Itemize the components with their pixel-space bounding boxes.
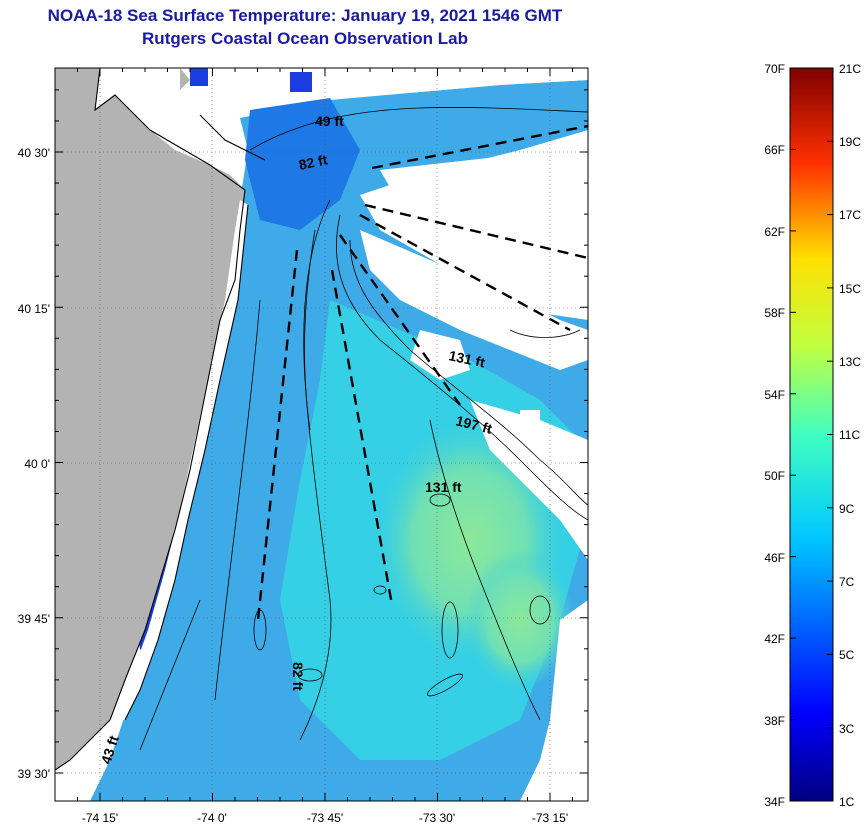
- colorbar-celsius-labels: 21C 19C 17C 15C 13C 11C 9C 7C 5C 3C 1C: [839, 62, 861, 809]
- map-frame: [54, 67, 589, 802]
- cb-label-34f: 34F: [764, 795, 785, 809]
- cb-label-1c: 1C: [839, 795, 855, 809]
- cb-label-58f: 58F: [764, 306, 785, 320]
- depth-label-82ft-south: 82 ft: [290, 662, 306, 691]
- cb-label-5c: 5C: [839, 648, 855, 662]
- cb-label-11c: 11C: [839, 428, 860, 442]
- colorbar-fahrenheit-labels: 70F 66F 62F 58F 54F 50F 46F 42F 38F 34F: [764, 62, 785, 809]
- cb-label-62f: 62F: [764, 225, 785, 239]
- depth-label-131ft-south: 131 ft: [425, 479, 462, 495]
- cb-label-54f: 54F: [764, 388, 785, 402]
- colorbar-ticks: [790, 67, 833, 802]
- cb-label-17c: 17C: [839, 208, 861, 222]
- cb-label-50f: 50F: [764, 469, 785, 483]
- bathymetry-contours: [139, 107, 588, 751]
- cb-label-19c: 19C: [839, 135, 861, 149]
- cb-label-3c: 3C: [839, 722, 855, 736]
- land-long-island: [180, 68, 190, 90]
- barrier-island-strip: [115, 200, 248, 720]
- map-frame-ticks: [54, 68, 588, 801]
- cb-label-21c: 21C: [839, 62, 861, 76]
- bay-cold-cell: [290, 72, 312, 92]
- warm-water-patch-south: [465, 550, 575, 690]
- map-grid: [55, 68, 588, 801]
- cb-label-70f: 70F: [764, 62, 785, 76]
- cb-label-42f: 42F: [764, 632, 785, 646]
- longitude-labels: -74 15' -74 0' -73 45' -73 30' -73 15': [82, 811, 568, 825]
- coastline: [55, 68, 266, 771]
- cb-label-38f: 38F: [764, 714, 785, 728]
- lat-label-39-30: 39 30': [18, 767, 50, 781]
- land-new-jersey: [55, 68, 245, 770]
- depth-label-131ft-north: 131 ft: [447, 347, 486, 370]
- temperature-colorbar: 70F 66F 62F 58F 54F 50F 46F 42F 38F 34F …: [764, 62, 861, 809]
- map-title: NOAA-18 Sea Surface Temperature: January…: [47, 6, 563, 25]
- lat-label-40-30: 40 30': [18, 146, 50, 160]
- cb-label-9c: 9C: [839, 502, 855, 516]
- lon-label-73-45: -73 45': [307, 811, 343, 825]
- cb-label-15c: 15C: [839, 282, 861, 296]
- lon-label-73-15: -73 15': [532, 811, 568, 825]
- depth-label-82ft-north: 82 ft: [297, 151, 329, 173]
- cb-label-66f: 66F: [764, 143, 785, 157]
- lat-label-40-15: 40 15': [18, 302, 50, 316]
- map-subtitle: Rutgers Coastal Ocean Observation Lab: [142, 29, 468, 48]
- nearshore-cold-band: [245, 98, 360, 230]
- colorbar-gradient: [789, 67, 834, 802]
- lat-label-39-45: 39 45': [18, 612, 50, 626]
- lat-label-40-0: 40 0': [24, 457, 50, 471]
- bay-cold-cell-2: [190, 68, 208, 86]
- transect-lines: [256, 124, 588, 621]
- lon-label-74-15: -74 15': [82, 811, 118, 825]
- lon-label-74-0: -74 0': [197, 811, 227, 825]
- cb-label-7c: 7C: [839, 575, 855, 589]
- cb-label-46f: 46F: [764, 551, 785, 565]
- latitude-labels: 40 30' 40 15' 40 0' 39 45' 39 30': [18, 146, 50, 781]
- map-area: 49 ft 82 ft 131 ft 197 ft 131 ft 82 ft 4…: [55, 68, 588, 801]
- cb-label-13c: 13C: [839, 355, 861, 369]
- depth-label-49ft: 49 ft: [315, 113, 344, 129]
- lon-label-73-30: -73 30': [419, 811, 455, 825]
